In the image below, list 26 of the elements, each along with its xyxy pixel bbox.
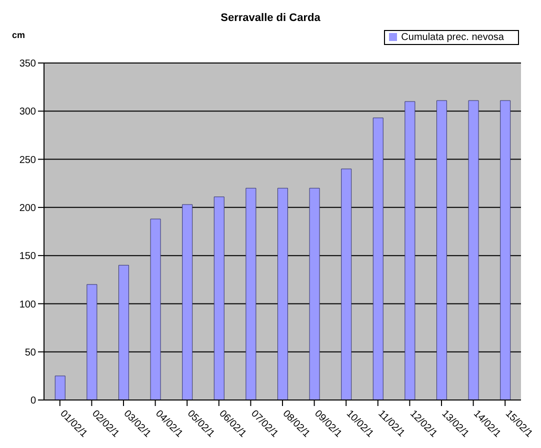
y-tick-label: 300 — [19, 106, 36, 118]
y-tick-label: 200 — [19, 202, 36, 214]
bar — [182, 204, 193, 400]
bar — [436, 100, 447, 400]
bar — [54, 376, 66, 400]
bar — [468, 100, 479, 400]
y-tick-label: 100 — [19, 299, 36, 310]
y-axis-title: cm — [12, 30, 26, 40]
bar — [118, 264, 129, 400]
bar — [214, 196, 224, 400]
y-tick-label: 250 — [19, 154, 36, 166]
y-tick-label: 350 — [19, 58, 36, 70]
chart-title: Serravalle di Carda — [220, 12, 322, 24]
bar — [150, 218, 161, 400]
y-tick-label: 150 — [19, 251, 36, 262]
bar — [404, 101, 416, 400]
bar — [86, 284, 98, 400]
legend-label: Cumulata prec. nevosa — [401, 32, 504, 43]
bar — [341, 168, 352, 400]
bar — [500, 100, 511, 400]
bar — [277, 188, 288, 400]
bar — [309, 188, 320, 400]
y-tick-label: 0 — [30, 396, 36, 407]
bar — [372, 118, 384, 400]
bar — [246, 188, 256, 400]
y-tick-label: 50 — [24, 347, 36, 358]
